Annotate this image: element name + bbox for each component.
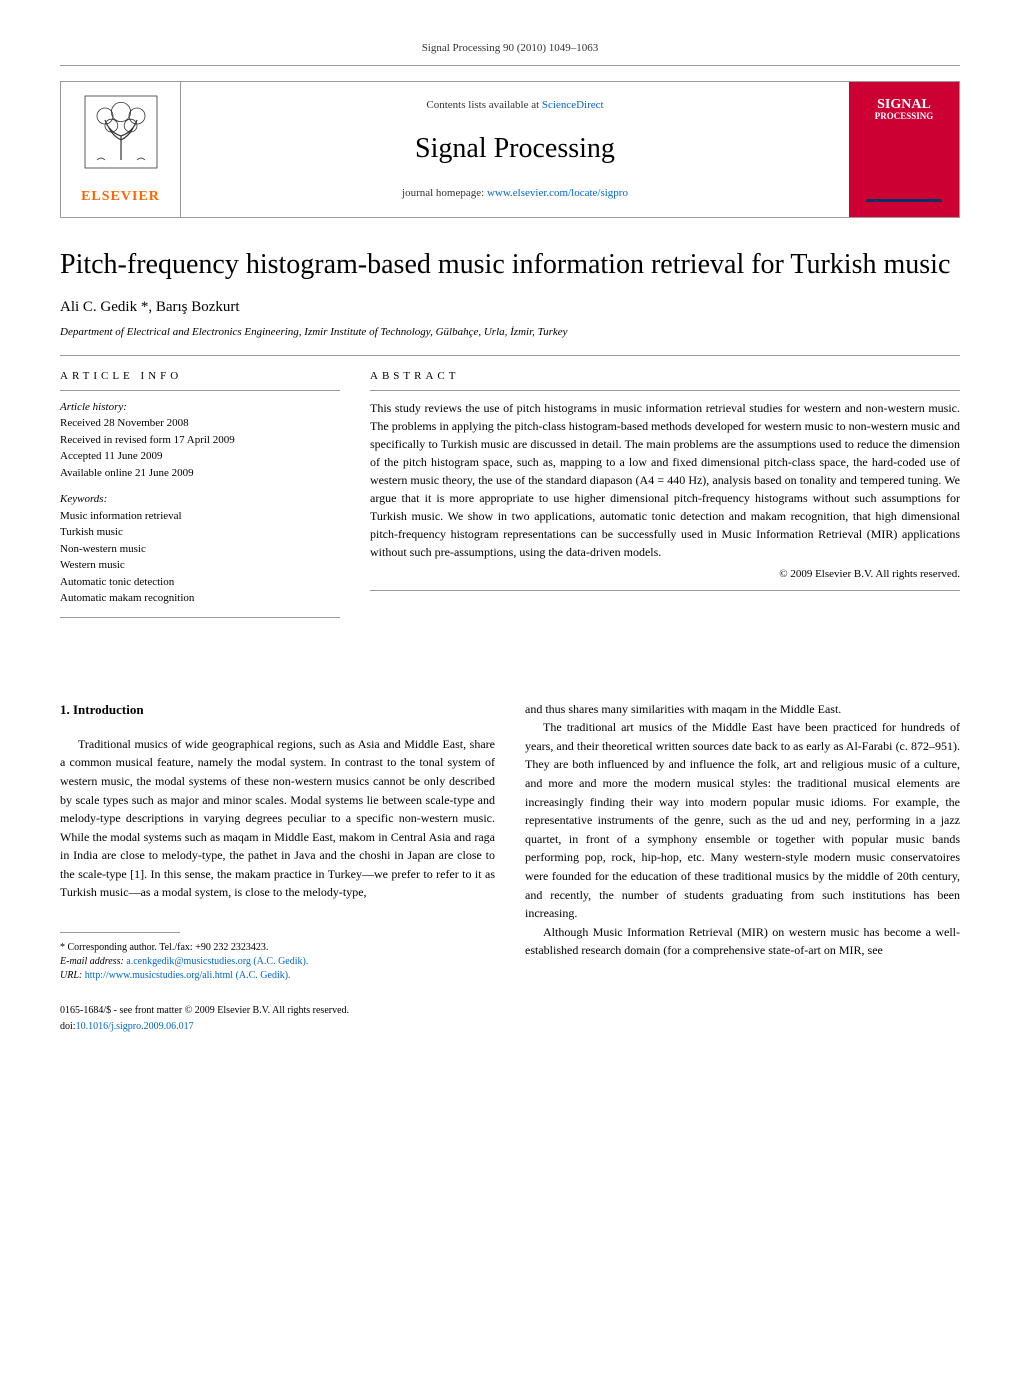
url-line: URL: http://www.musicstudies.org/ali.htm… (60, 969, 495, 983)
homepage-prefix: journal homepage: (402, 187, 487, 199)
header-citation: Signal Processing 90 (2010) 1049–1063 (60, 40, 960, 57)
cover-title-line2: PROCESSING (875, 112, 934, 122)
issn-line: 0165-1684/$ - see front matter © 2009 El… (60, 1003, 495, 1019)
email-line: E-mail address: a.cenkgedik@musicstudies… (60, 955, 495, 969)
corresponding-author: * Corresponding author. Tel./fax: +90 23… (60, 941, 495, 955)
article-title: Pitch-frequency histogram-based music in… (60, 248, 960, 282)
keyword: Non-western music (60, 541, 340, 558)
keywords-block: Keywords: Music information retrieval Tu… (60, 491, 340, 607)
doi-link[interactable]: 10.1016/j.sigpro.2009.06.017 (76, 1021, 194, 1032)
cover-title-line1: SIGNAL (875, 97, 934, 112)
publisher-logo-section: ELSEVIER (61, 82, 181, 217)
right-column: and thus shares many similarities with m… (525, 700, 960, 1034)
abstract-end-divider (370, 590, 960, 591)
homepage-line: journal homepage: www.elsevier.com/locat… (201, 185, 829, 202)
top-divider (60, 65, 960, 66)
accepted-date: Accepted 11 June 2009 (60, 448, 340, 465)
journal-header: ELSEVIER Contents lists available at Sci… (60, 81, 960, 218)
body-content: 1. Introduction Traditional musics of wi… (60, 700, 960, 1034)
article-info-heading: ARTICLE INFO (60, 368, 340, 385)
sciencedirect-link[interactable]: ScienceDirect (542, 99, 604, 111)
contents-prefix: Contents lists available at (426, 99, 541, 111)
url-label: URL: (60, 970, 85, 981)
body-paragraph: and thus shares many similarities with m… (525, 700, 960, 719)
doi-line: doi:10.1016/j.sigpro.2009.06.017 (60, 1019, 495, 1035)
contents-line: Contents lists available at ScienceDirec… (201, 97, 829, 114)
divider (60, 355, 960, 356)
publisher-name: ELSEVIER (71, 186, 170, 207)
article-info-section: ARTICLE INFO Article history: Received 2… (60, 368, 340, 630)
abstract-text: This study reviews the use of pitch hist… (370, 390, 960, 561)
authors: Ali C. Gedik *, Barış Bozkurt (60, 296, 960, 319)
journal-cover-thumbnail: SIGNAL PROCESSING (849, 82, 959, 217)
email-label: E-mail address: (60, 956, 126, 967)
elsevier-tree-icon (81, 92, 161, 172)
body-paragraph: Although Music Information Retrieval (MI… (525, 923, 960, 960)
body-paragraph: Traditional musics of wide geographical … (60, 735, 495, 902)
homepage-link[interactable]: www.elsevier.com/locate/sigpro (487, 187, 628, 199)
footer-block: 0165-1684/$ - see front matter © 2009 El… (60, 1003, 495, 1034)
abstract-copyright: © 2009 Elsevier B.V. All rights reserved… (370, 566, 960, 583)
history-label: Article history: (60, 399, 340, 416)
cover-decoration (866, 199, 941, 202)
journal-title: Signal Processing (201, 128, 829, 170)
footnote-divider (60, 932, 180, 933)
keyword: Turkish music (60, 524, 340, 541)
affiliation: Department of Electrical and Electronics… (60, 324, 960, 341)
keywords-label: Keywords: (60, 491, 340, 508)
abstract-section: ABSTRACT This study reviews the use of p… (370, 368, 960, 630)
info-end-divider (60, 617, 340, 618)
footnote-block: * Corresponding author. Tel./fax: +90 23… (60, 941, 495, 983)
keyword: Music information retrieval (60, 508, 340, 525)
abstract-heading: ABSTRACT (370, 368, 960, 385)
keyword: Western music (60, 557, 340, 574)
email-link[interactable]: a.cenkgedik@musicstudies.org (A.C. Gedik… (126, 956, 308, 967)
section-1-heading: 1. Introduction (60, 700, 495, 720)
keyword: Automatic makam recognition (60, 590, 340, 607)
received-date: Received 28 November 2008 (60, 415, 340, 432)
journal-center-block: Contents lists available at ScienceDirec… (181, 82, 849, 217)
keyword: Automatic tonic detection (60, 574, 340, 591)
cover-title: SIGNAL PROCESSING (875, 97, 934, 122)
article-history-block: Article history: Received 28 November 20… (60, 390, 340, 482)
left-column: 1. Introduction Traditional musics of wi… (60, 700, 495, 1034)
author-url-link[interactable]: http://www.musicstudies.org/ali.html (A.… (85, 970, 291, 981)
online-date: Available online 21 June 2009 (60, 465, 340, 482)
doi-prefix: doi: (60, 1021, 76, 1032)
info-abstract-row: ARTICLE INFO Article history: Received 2… (60, 368, 960, 630)
revised-date: Received in revised form 17 April 2009 (60, 432, 340, 449)
body-paragraph: The traditional art musics of the Middle… (525, 718, 960, 923)
